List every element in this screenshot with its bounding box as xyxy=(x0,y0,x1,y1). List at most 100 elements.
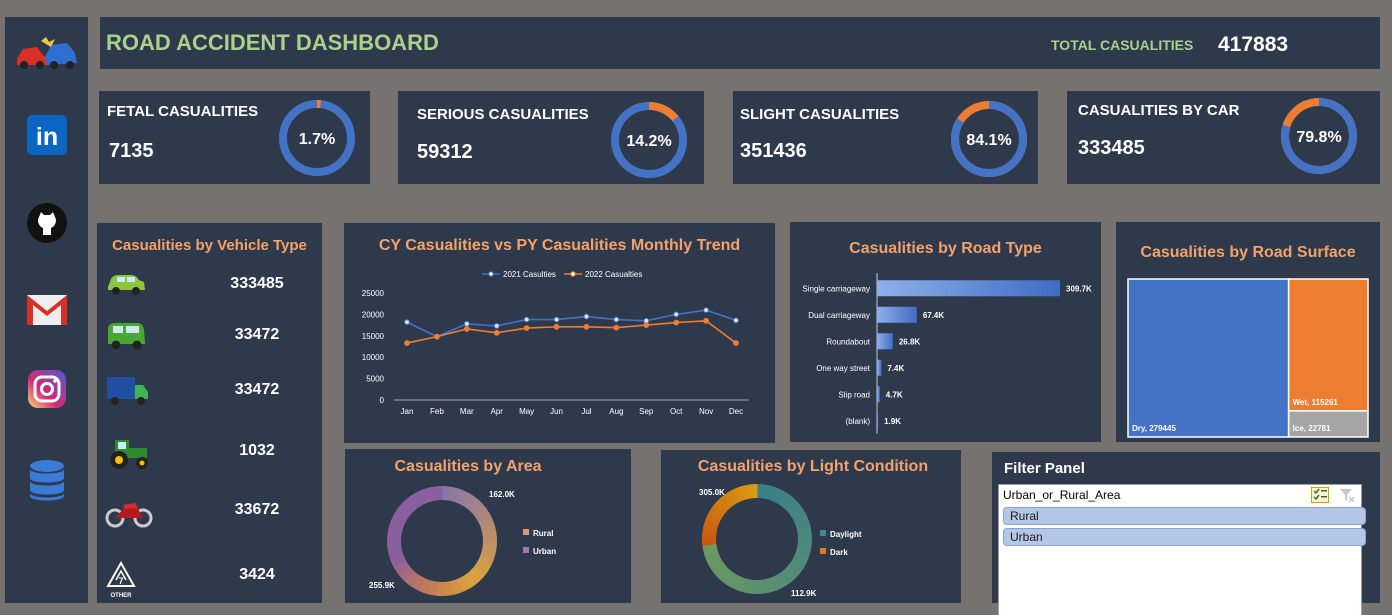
kpi-donut: 1.7% xyxy=(279,100,355,176)
donut-segment xyxy=(480,521,496,532)
donut-segment xyxy=(730,488,741,503)
road-surface-panel: Casualities by Road Surface Dry, 279445 W… xyxy=(1116,222,1380,442)
donut-segment xyxy=(724,492,736,507)
donut-segment xyxy=(796,526,812,538)
total-casualities-label: TOTAL CASUALITIES xyxy=(1051,37,1194,53)
x-tick-label: Jun xyxy=(550,407,563,416)
gmail-icon[interactable] xyxy=(26,293,68,332)
sidebar: in xyxy=(5,17,88,603)
bar-value-label: 26.8K xyxy=(899,337,921,346)
bar-value-label: 4.7K xyxy=(886,390,903,399)
multi-select-icon[interactable] xyxy=(1310,487,1329,508)
donut-segment xyxy=(745,484,752,499)
vehicle-row: 33472 xyxy=(97,316,322,356)
x-tick-label: Jan xyxy=(401,407,414,416)
svg-text:in: in xyxy=(35,123,57,151)
bar xyxy=(877,280,1060,297)
road-surface-treemap: Dry, 279445 Wet, 115261 Ice, 22781 xyxy=(1127,278,1369,438)
legend-label: Rural xyxy=(533,529,553,538)
y-tick-label: 25000 xyxy=(362,289,385,298)
x-tick-label: Sep xyxy=(639,407,654,416)
area-donut-chart: 162.0K Rural 255.9K Urban xyxy=(369,486,556,596)
donut-segment xyxy=(721,570,738,588)
donut-segment xyxy=(713,502,727,515)
y-tick-label: 15000 xyxy=(362,332,385,341)
database-icon[interactable] xyxy=(28,459,66,508)
data-point xyxy=(404,340,410,346)
data-point xyxy=(673,311,680,318)
instagram-icon[interactable] xyxy=(27,370,66,413)
bar-value-label: 7.4K xyxy=(887,364,904,373)
legend-label: 2022 Casualties xyxy=(585,270,642,279)
donut-segment xyxy=(781,565,799,583)
donut-segment xyxy=(714,564,732,582)
legend-swatch xyxy=(523,529,529,535)
vehicle-type-title: Casualities by Vehicle Type xyxy=(112,237,307,254)
donut-segment xyxy=(721,494,734,508)
treemap-label: Dry, 279445 xyxy=(1132,424,1176,433)
bar xyxy=(877,333,893,350)
data-point xyxy=(703,307,709,314)
y-tick-label: 0 xyxy=(380,396,385,405)
donut-segment xyxy=(471,566,486,580)
donut-segment xyxy=(396,502,413,518)
bar xyxy=(877,386,880,403)
donut-segment xyxy=(465,495,479,511)
donut-segment xyxy=(764,485,779,502)
x-tick-label: May xyxy=(519,407,534,416)
donut-segment xyxy=(411,575,426,592)
y-tick-label: 5000 xyxy=(366,375,384,384)
slicer-item-urban[interactable]: Urban xyxy=(1003,528,1366,546)
filter-panel-title: Filter Panel xyxy=(1004,460,1085,477)
donut-segment xyxy=(390,554,407,569)
category-label: Dual carriageway xyxy=(808,311,870,320)
donut-segment xyxy=(785,499,803,516)
github-icon[interactable] xyxy=(26,202,68,249)
kpi-label: SERIOUS CASUALITIES xyxy=(417,106,589,123)
filter-panel: Filter Panel Urban_or_Rural_Area Rural U… xyxy=(992,452,1380,615)
kpi-donut: 79.8% xyxy=(1281,98,1357,174)
donut-segment xyxy=(730,574,746,592)
donut-segment xyxy=(705,515,721,525)
road-type-title: Casualities by Road Type xyxy=(849,240,1042,257)
donut-segment xyxy=(482,532,497,540)
x-tick-label: Aug xyxy=(609,407,623,416)
kpi-label: FETAL CASUALITIES xyxy=(107,103,259,120)
kpi-label: SLIGHT CASUALITIES xyxy=(740,106,900,123)
category-label: Roundabout xyxy=(826,337,870,346)
donut-segment xyxy=(433,486,443,501)
donut-segment xyxy=(446,486,454,501)
kpi-card-slight: SLIGHT CASUALITIES 351436 84.1% xyxy=(733,91,1038,184)
donut-segment xyxy=(772,487,788,505)
data-point xyxy=(613,316,620,323)
data-point xyxy=(404,319,410,326)
x-tick-label: Feb xyxy=(430,407,444,416)
data-point xyxy=(733,340,739,346)
light-condition-donut-chart: 305.0K Daylight 112.9K Dark xyxy=(699,484,862,598)
donut-segment xyxy=(718,496,731,510)
kpi-card-car: CASUALITIES BY CAR 333485 79.8% xyxy=(1067,91,1380,184)
donut-segment xyxy=(387,541,402,552)
road-surface-title: Casualities by Road Surface xyxy=(1140,244,1356,261)
slicer: Urban_or_Rural_Area Rural Urban xyxy=(998,484,1366,615)
data-point xyxy=(493,329,500,336)
monthly-trend-chart: 0 5000 10000 15000 20000 25000 Jan Feb Mar Apr May… xyxy=(362,270,749,416)
total-casualities-value: 417883 xyxy=(1218,33,1289,56)
treemap-cell xyxy=(1127,278,1290,438)
monthly-trend-panel: CY Casualities vs PY Casualities Monthly… xyxy=(344,223,775,443)
donut-segment xyxy=(450,578,463,595)
donut-segment xyxy=(474,507,490,520)
slicer-item-rural[interactable]: Rural xyxy=(1003,507,1366,525)
donut-segment xyxy=(471,503,486,517)
legend-swatch xyxy=(523,547,529,553)
clear-filter-icon[interactable] xyxy=(1339,487,1355,508)
donut-segment xyxy=(474,562,489,576)
van-icon xyxy=(105,320,147,357)
slicer-toolbar xyxy=(1310,487,1355,508)
linkedin-icon[interactable]: in xyxy=(26,115,67,160)
data-point xyxy=(643,322,650,328)
kpi-percent: 79.8% xyxy=(1296,129,1341,146)
donut-segment xyxy=(392,509,409,524)
bar-value-label: 1.9K xyxy=(884,417,901,426)
category-label: Single carriageway xyxy=(802,284,870,293)
